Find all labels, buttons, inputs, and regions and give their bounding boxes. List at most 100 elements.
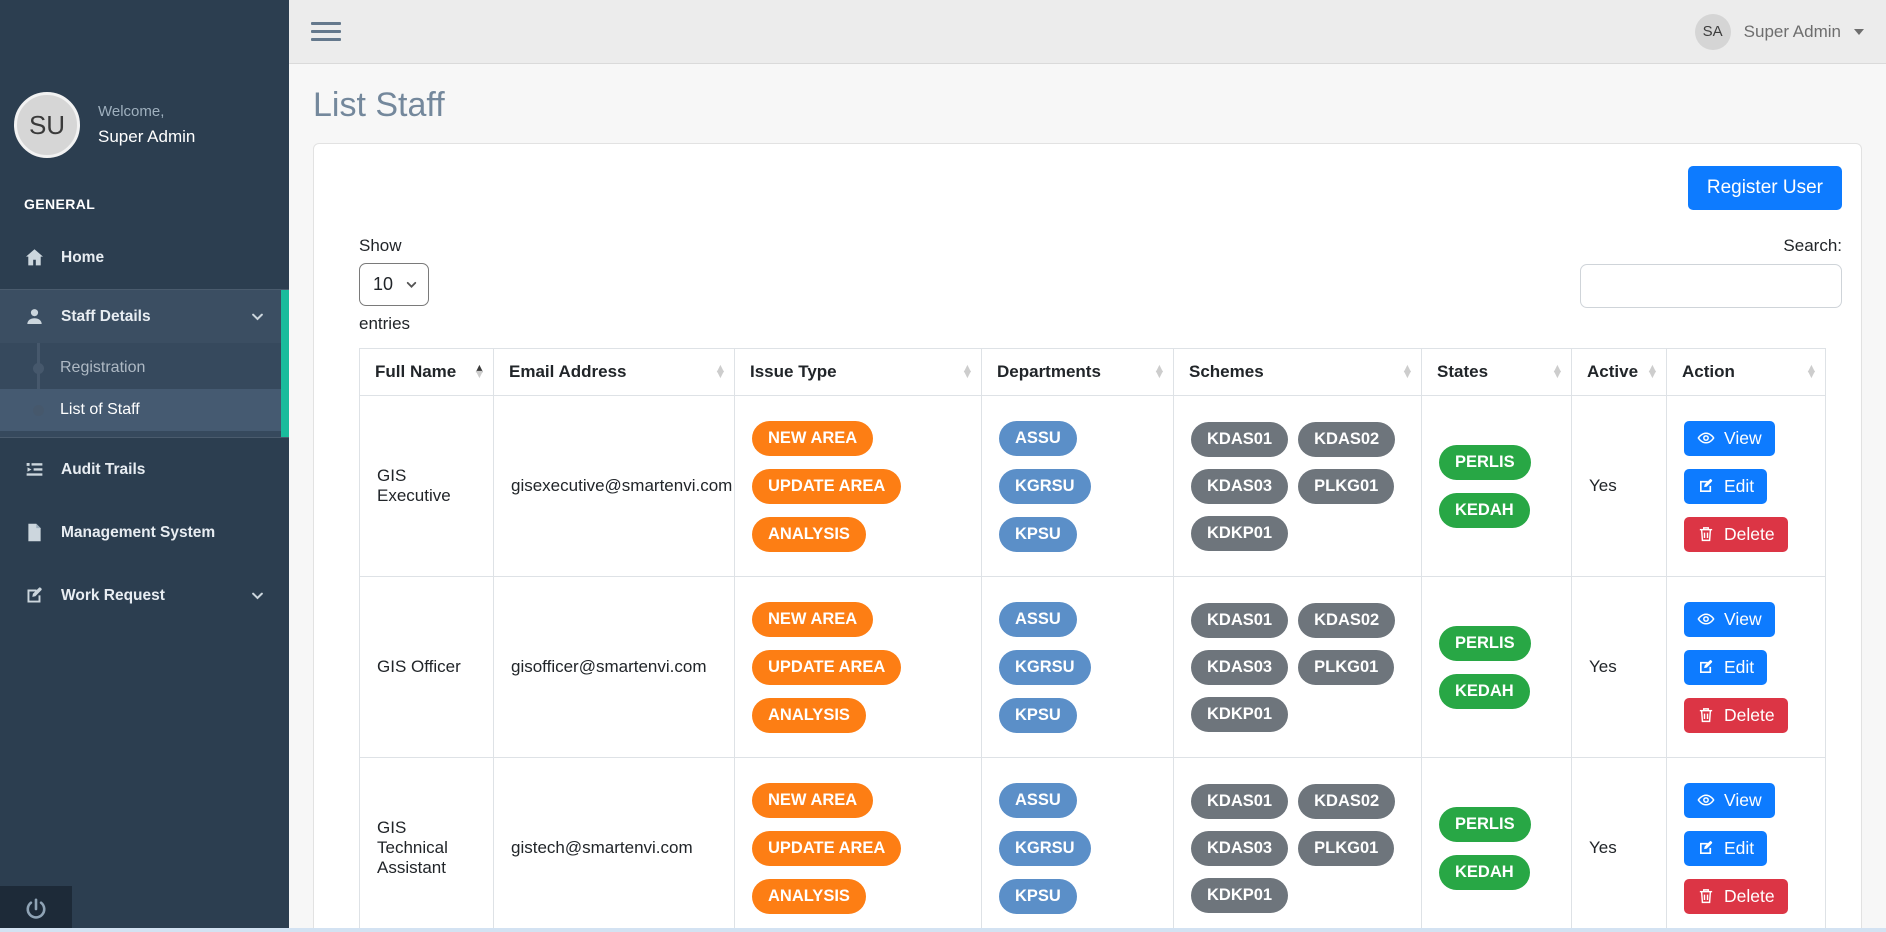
column-label: Departments — [997, 362, 1101, 381]
column-header-issue-type[interactable]: Issue Type ▲ ▼ — [734, 348, 982, 396]
sidebar-item-label: Management System — [61, 523, 216, 541]
department-badge-cell: ASSU KGRSU KPSU — [981, 395, 1174, 577]
delete-button[interactable]: Delete — [1684, 697, 1788, 733]
button-label: View — [1724, 427, 1762, 448]
view-button[interactable]: View — [1684, 420, 1775, 456]
caret-down-icon — [1854, 28, 1864, 35]
menu-toggle-button[interactable] — [311, 17, 341, 46]
sidebar-user-name: Super Admin — [98, 127, 196, 146]
issue-type-badge: UPDATE AREA — [752, 468, 902, 504]
topbar-avatar: SA — [1694, 13, 1731, 50]
issue-type-badge: UPDATE AREA — [752, 830, 902, 866]
issue-type-badge: ANALYSIS — [752, 516, 866, 552]
user-menu[interactable]: SA Super Admin — [1694, 13, 1864, 50]
scheme-badge: KDAS03 — [1191, 468, 1289, 504]
sidebar-item-list-of-staff[interactable]: List of Staff — [0, 389, 289, 431]
sidebar-item-registration[interactable]: Registration — [0, 347, 289, 389]
chevron-down-icon — [252, 592, 263, 600]
edit-icon — [1700, 660, 1713, 673]
scheme-badge: PLKG01 — [1298, 468, 1395, 504]
staff-table: Full Name ▲ ▼ Email Address ▲ ▼ Issue Type ▲ ▼ De… — [359, 348, 1826, 932]
column-header-action[interactable]: Action ▲ ▼ — [1666, 348, 1826, 396]
scheme-badge: KDAS01 — [1191, 783, 1289, 819]
topbar: SA Super Admin — [289, 0, 1886, 64]
sidebar-item-staff-details[interactable]: Staff Details — [0, 290, 289, 343]
table-body: GIS Executive gisexecutive@smartenvi.com N… — [359, 395, 1826, 932]
trash-icon — [1699, 527, 1713, 542]
issue-type-badge: ANALYSIS — [752, 697, 866, 733]
department-badge-cell: ASSU KGRSU KPSU — [981, 576, 1174, 758]
sidebar-item-home[interactable]: Home — [0, 226, 289, 289]
sidebar-item-audit-trails[interactable]: Audit Trails — [0, 438, 289, 501]
column-header-active[interactable]: Active ▲ ▼ — [1571, 348, 1667, 396]
department-badge: KPSU — [999, 878, 1077, 914]
department-badge: ASSU — [999, 782, 1077, 818]
edit-button[interactable]: Edit — [1684, 830, 1768, 866]
column-header-schemes[interactable]: Schemes ▲ ▼ — [1173, 348, 1422, 396]
edit-button[interactable]: Edit — [1684, 649, 1768, 685]
scheme-badge: KDAS02 — [1298, 602, 1396, 638]
logout-button[interactable] — [0, 886, 72, 932]
submenu-track — [37, 343, 40, 423]
sidebar-item-management-system[interactable]: Management System — [0, 501, 289, 564]
edit-button[interactable]: Edit — [1684, 468, 1768, 504]
sidebar-subitem-label: Registration — [60, 359, 146, 376]
column-header-departments[interactable]: Departments ▲ ▼ — [981, 348, 1174, 396]
button-label: Edit — [1724, 475, 1755, 496]
column-label: Active — [1587, 362, 1639, 381]
sidebar-item-label: Staff Details — [61, 307, 151, 325]
column-label: Schemes — [1189, 362, 1264, 381]
horizontal-scrollbar[interactable] — [0, 928, 1886, 932]
home-icon — [26, 249, 43, 266]
button-label: Delete — [1724, 704, 1775, 725]
state-badge: KEDAH — [1439, 854, 1530, 890]
entries-label: entries — [359, 314, 411, 333]
page-size-value: 10 — [373, 274, 394, 294]
sidebar-group-staff-details: Staff Details Registration List of Staff — [0, 289, 289, 438]
pencil-square-icon — [27, 587, 43, 603]
column-header-email-address[interactable]: Email Address ▲ ▼ — [493, 348, 735, 396]
search-label: Search: — [1783, 236, 1842, 255]
trash-icon — [1699, 708, 1713, 723]
view-button[interactable]: View — [1684, 782, 1775, 818]
welcome-label: Welcome, — [98, 103, 165, 120]
view-button[interactable]: View — [1684, 601, 1775, 637]
active-value: Yes — [1571, 576, 1667, 758]
page-size-select[interactable]: 10 — [359, 263, 429, 306]
search-input[interactable] — [1580, 264, 1842, 308]
staff-name: GIS Executive — [359, 395, 494, 577]
eye-icon — [1697, 432, 1715, 444]
submenu-dot-icon — [33, 405, 44, 416]
button-label: Delete — [1724, 885, 1775, 906]
power-icon — [26, 898, 46, 919]
action-cell: View Edit Delete — [1666, 757, 1826, 932]
register-user-button[interactable]: Register User — [1687, 166, 1842, 210]
column-label: Full Name — [375, 362, 457, 381]
delete-button[interactable]: Delete — [1684, 516, 1788, 552]
scheme-badge: KDAS01 — [1191, 421, 1289, 457]
staff-email: gisexecutive@smartenvi.com — [493, 395, 735, 577]
delete-button[interactable]: Delete — [1684, 878, 1788, 914]
eye-icon — [1697, 613, 1715, 625]
main-area: SA Super Admin List Staff Register User … — [289, 0, 1886, 932]
sort-icon: ▲ ▼ — [1403, 363, 1411, 380]
active-value: Yes — [1571, 757, 1667, 932]
sort-icon: ▲ ▼ — [1648, 363, 1656, 380]
column-label: Email Address — [509, 362, 627, 381]
submenu-dot-icon — [33, 363, 44, 374]
scheme-badge: KDAS02 — [1298, 783, 1396, 819]
column-header-full-name[interactable]: Full Name ▲ ▼ — [359, 348, 494, 396]
button-label: Edit — [1724, 837, 1755, 858]
sidebar-item-work-request[interactable]: Work Request — [0, 564, 289, 627]
scheme-badge: KDKP01 — [1191, 515, 1289, 551]
sidebar-subitem-label: List of Staff — [60, 401, 140, 418]
issue-type-badge: NEW AREA — [752, 782, 874, 818]
page-length-control: Show 10 entries — [359, 236, 429, 334]
table-row: GIS Officer gisofficer@smartenvi.com NEW A… — [359, 576, 1826, 758]
sidebar-item-label: Work Request — [61, 586, 165, 604]
scheme-badge: KDAS02 — [1298, 421, 1396, 457]
column-header-states[interactable]: States ▲ ▼ — [1421, 348, 1572, 396]
issue-type-badge-cell: NEW AREA UPDATE AREA ANALYSIS — [734, 395, 982, 577]
scheme-badge: KDKP01 — [1191, 877, 1289, 913]
